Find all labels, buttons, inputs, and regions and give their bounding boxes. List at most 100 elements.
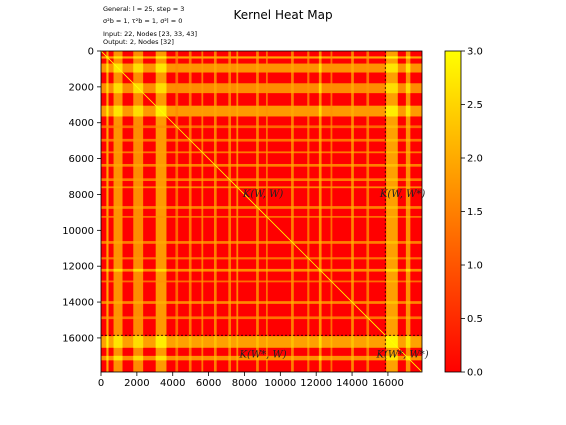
block-label-top-left: K(W, W) — [242, 189, 284, 200]
y-tick-label: 2000 — [69, 82, 94, 93]
heatmap-hot-cell — [106, 83, 109, 94]
x-axis: 0 2000 4000 6000 8000 10000 12000 14000 16000 — [98, 372, 404, 389]
heatmap-row-band — [101, 280, 422, 283]
heatmap-hot-cell — [386, 355, 398, 361]
y-tick-label: 4000 — [69, 118, 94, 129]
heatmap-hot-cell — [405, 83, 411, 94]
x-tick-label: 0 — [98, 378, 104, 389]
colorbar-tick-label: 0.5 — [467, 314, 483, 325]
heatmap-column-band — [330, 51, 333, 372]
heatmap-column-band — [318, 51, 322, 372]
heatmap-row-band — [101, 151, 422, 154]
heatmap-row-band — [101, 105, 422, 117]
heatmap-hot-cell — [113, 56, 123, 59]
heatmap-row-band — [101, 301, 422, 304]
y-tick-label: 6000 — [69, 154, 94, 165]
chart-title: Kernel Heat Map — [233, 8, 333, 22]
heatmap-hot-cell — [133, 355, 144, 361]
heatmap-hot-cell — [155, 63, 167, 73]
x-tick-label: 16000 — [372, 378, 404, 389]
x-tick-label: 4000 — [160, 378, 185, 389]
heatmap-hot-cell — [113, 105, 123, 117]
heatmap-hot-cell — [318, 336, 322, 348]
heatmap-hot-cell — [133, 105, 144, 117]
y-tick-label: 12000 — [62, 262, 94, 273]
heatmap-hot-cell — [386, 56, 398, 59]
heatmap-row-band — [101, 125, 422, 129]
heatmap-column-band — [386, 51, 398, 372]
heatmap-hot-cell — [133, 268, 144, 272]
heatmap-column-band — [405, 51, 411, 372]
heatmap-hot-cell — [106, 355, 109, 361]
x-tick-label: 14000 — [336, 378, 368, 389]
heatmap-hot-cell — [318, 355, 322, 361]
heatmap-hot-cell — [386, 83, 398, 94]
info-output: Output: 2, Nodes [32] — [103, 38, 174, 46]
x-tick-label: 12000 — [300, 378, 332, 389]
heatmap-row-band — [101, 163, 422, 167]
heatmap-hot-cell — [386, 63, 398, 73]
heatmap-hot-cell — [318, 63, 322, 73]
heatmap-column-band — [265, 51, 268, 372]
colorbar-tick-label: 1.5 — [467, 207, 483, 218]
heatmap-column-band — [188, 51, 192, 372]
heatmap-hot-cell — [155, 268, 167, 272]
heatmap-hot-cell — [155, 56, 167, 59]
heatmap-hot-cell — [318, 105, 322, 117]
heatmap-hot-cell — [133, 336, 144, 348]
heatmap-hot-cell — [405, 268, 411, 272]
heatmap-row-band — [101, 257, 422, 260]
heatmap-hot-cell — [386, 105, 398, 117]
heatmap-overlay: K(W, W) K(W, W*) K(W*, W) K(W*, W*) — [101, 51, 429, 372]
block-label-top-right: K(W, W*) — [379, 189, 426, 200]
y-tick-label: 0 — [88, 47, 94, 58]
y-tick-label: 14000 — [62, 298, 94, 309]
y-tick-label: 8000 — [69, 190, 94, 201]
heatmap-column-band — [201, 51, 204, 372]
heatmap-hot-cell — [133, 56, 144, 59]
heatmap-column-band — [155, 51, 167, 372]
heatmap-hot-cell — [405, 56, 411, 59]
heatmap-hot-cell — [106, 336, 109, 348]
heatmap-hot-cell — [113, 268, 123, 272]
colorbar-tick-label: 1.0 — [467, 261, 483, 272]
heatmap-hot-cell — [405, 336, 411, 348]
heatmap-row-band — [101, 355, 422, 361]
heatmap-row-band — [101, 336, 422, 348]
heatmap-row-band — [101, 138, 422, 142]
heatmap-hot-cell — [155, 355, 167, 361]
x-tick-label: 6000 — [196, 378, 221, 389]
heatmap-row-band — [101, 316, 422, 320]
heatmap-column-band — [307, 51, 310, 372]
heatmap-row-band — [101, 83, 422, 94]
block-label-bottom-left: K(W*, W) — [239, 350, 287, 361]
heatmap-hot-cell — [318, 56, 322, 59]
heatmap-hot-cell — [155, 83, 167, 94]
heatmap-hot-cell — [318, 83, 322, 94]
heatmap-column-band — [213, 51, 217, 372]
x-tick-label: 2000 — [124, 378, 149, 389]
heatmap-hot-cell — [405, 63, 411, 73]
plot-frame — [100, 50, 423, 373]
colorbar-tick-label: 2.0 — [467, 154, 483, 165]
colorbar-axis: 0.0 0.5 1.0 1.5 2.0 2.5 3.0 — [461, 47, 483, 379]
heatmap-column-band — [236, 51, 239, 372]
heatmap-hot-cell — [106, 268, 109, 272]
heatmap-area — [101, 51, 422, 372]
heatmap-hot-cell — [155, 336, 167, 348]
heatmap-column-band — [113, 51, 123, 372]
heatmap-column-band — [175, 51, 179, 372]
x-tick-label: 10000 — [264, 378, 296, 389]
heatmap-hot-cell — [113, 336, 123, 348]
heatmap-row-band — [101, 186, 422, 189]
heatmap-column-band — [351, 51, 354, 372]
heatmap-column-band — [133, 51, 144, 372]
heatmap-hot-cell — [106, 63, 109, 73]
heatmap-column-band — [256, 51, 259, 372]
heatmap-column-band — [291, 51, 294, 372]
y-tick-label: 10000 — [62, 226, 94, 237]
heatmap-hot-cell — [386, 268, 398, 272]
heatmap-hot-cell — [113, 355, 123, 361]
heatmap-column-band — [228, 51, 232, 372]
